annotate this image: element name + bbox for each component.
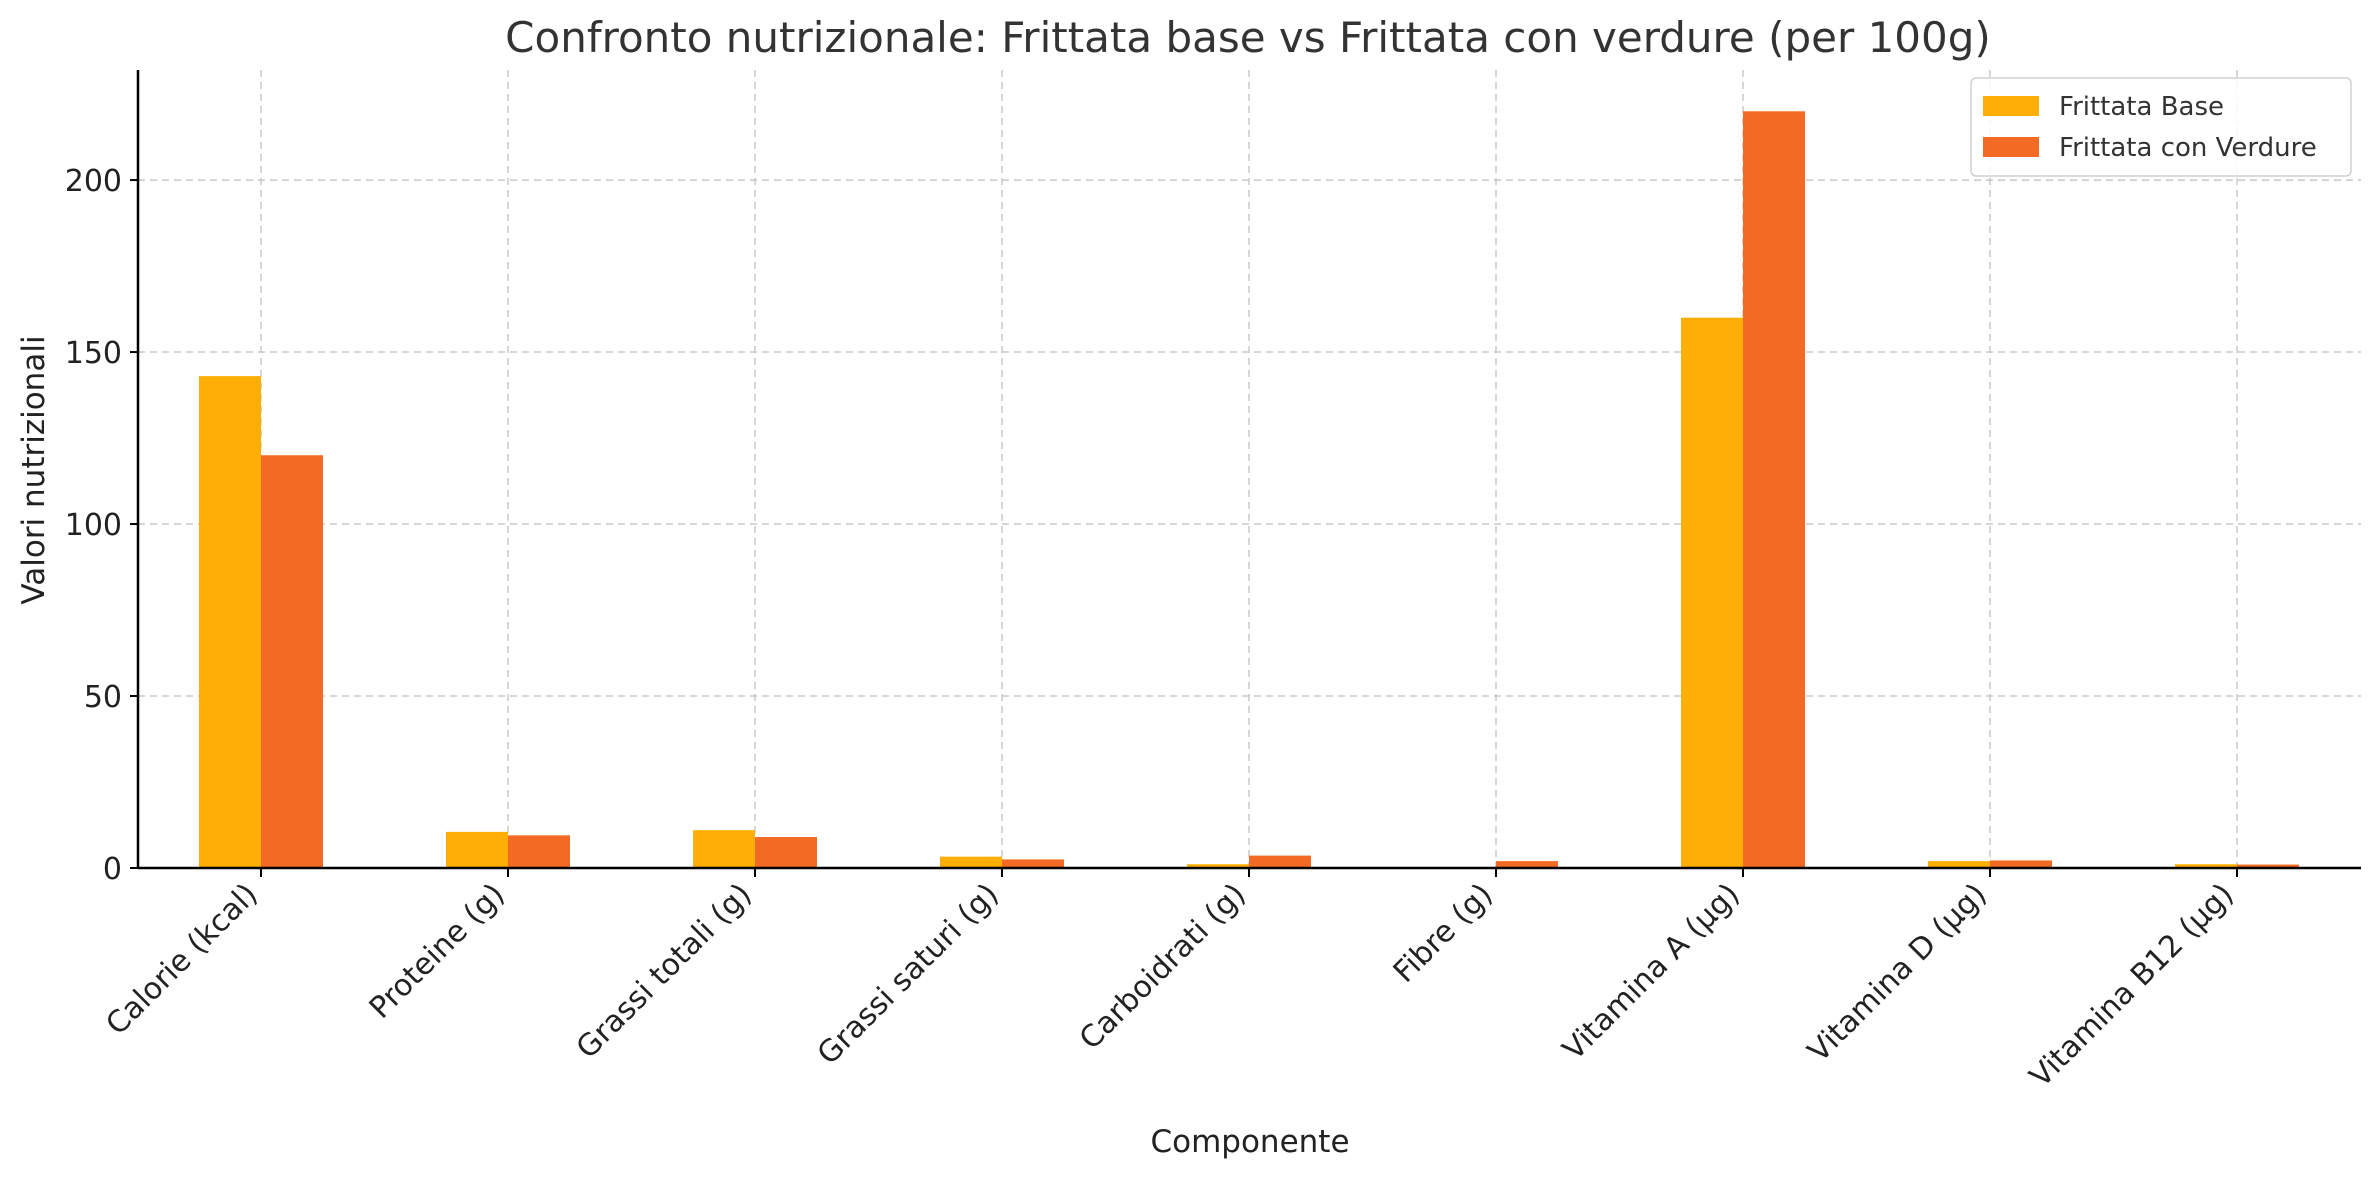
legend-label: Frittata Base	[2059, 92, 2224, 122]
legend-box	[1970, 77, 2352, 177]
bar	[2175, 864, 2237, 868]
y-tick-label: 50	[84, 680, 122, 715]
x-tick-label: Vitamina A (µg)	[1556, 877, 1747, 1068]
x-tick-label: Proteine (g)	[363, 877, 512, 1026]
x-tick-label: Grassi saturi (g)	[811, 877, 1006, 1072]
legend-label: Frittata con Verdure	[2059, 133, 2317, 163]
bar	[1187, 864, 1249, 868]
y-tick-label: 0	[103, 852, 122, 887]
x-tick-label: Grassi totali (g)	[570, 877, 759, 1066]
bar	[755, 837, 817, 868]
bar	[1743, 111, 1805, 868]
x-tick-label: Vitamina D (µg)	[1801, 877, 1993, 1069]
chart-title: Confronto nutrizionale: Frittata base vs…	[505, 13, 1991, 62]
legend-swatch	[1983, 137, 2039, 157]
bar	[2237, 864, 2299, 868]
legend: Frittata Base Frittata con Verdure	[1970, 77, 2352, 177]
y-tick-label: 200	[65, 164, 122, 199]
bar	[1496, 861, 1558, 868]
bar	[1681, 317, 1743, 869]
y-tick-label: 150	[65, 336, 122, 371]
x-tick-label: Carboidrati (g)	[1073, 877, 1253, 1057]
bar	[446, 831, 508, 868]
bar	[1002, 859, 1064, 868]
bar	[199, 376, 261, 868]
y-tick-label: 100	[65, 508, 122, 543]
bars	[199, 111, 2299, 869]
bar	[1928, 861, 1990, 868]
x-axis-label: Componente	[1150, 1124, 1349, 1160]
bar	[261, 455, 323, 868]
x-tick-label: Calorie (kcal)	[99, 877, 264, 1042]
grid-lines	[138, 70, 2361, 868]
bar	[1249, 855, 1311, 868]
y-axis-label: Valori nutrizionali	[16, 335, 52, 604]
bar	[940, 856, 1002, 868]
bar	[508, 835, 570, 868]
legend-swatch	[1983, 96, 2039, 116]
bar	[1990, 860, 2052, 868]
bar	[693, 830, 755, 868]
x-ticks: Calorie (kcal) Proteine (g) Grassi totali …	[99, 868, 2241, 1095]
y-ticks: 0 50 100 150 200	[65, 164, 138, 887]
x-tick-label: Fibre (g)	[1387, 877, 1500, 990]
x-tick-label: Vitamina B12 (µg)	[2023, 877, 2241, 1095]
